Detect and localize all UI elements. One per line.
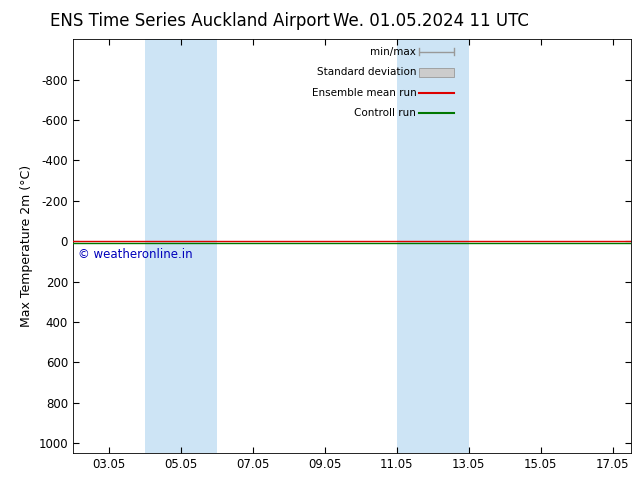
Text: Ensemble mean run: Ensemble mean run xyxy=(311,88,417,98)
Text: Controll run: Controll run xyxy=(354,108,417,119)
Text: min/max: min/max xyxy=(370,47,417,57)
Bar xyxy=(145,39,217,453)
Y-axis label: Max Temperature 2m (°C): Max Temperature 2m (°C) xyxy=(20,165,33,327)
Bar xyxy=(397,39,469,453)
Text: © weatheronline.in: © weatheronline.in xyxy=(79,248,193,261)
Text: ENS Time Series Auckland Airport: ENS Time Series Auckland Airport xyxy=(50,12,330,30)
Text: Standard deviation: Standard deviation xyxy=(317,67,417,77)
Text: We. 01.05.2024 11 UTC: We. 01.05.2024 11 UTC xyxy=(333,12,529,30)
